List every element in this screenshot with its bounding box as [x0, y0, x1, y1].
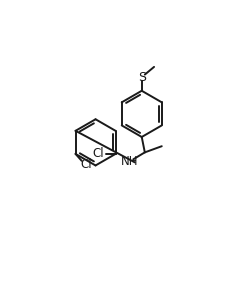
Text: NH: NH — [121, 155, 138, 168]
Text: Cl: Cl — [80, 158, 92, 171]
Text: Cl: Cl — [93, 147, 104, 160]
Text: S: S — [138, 71, 146, 84]
